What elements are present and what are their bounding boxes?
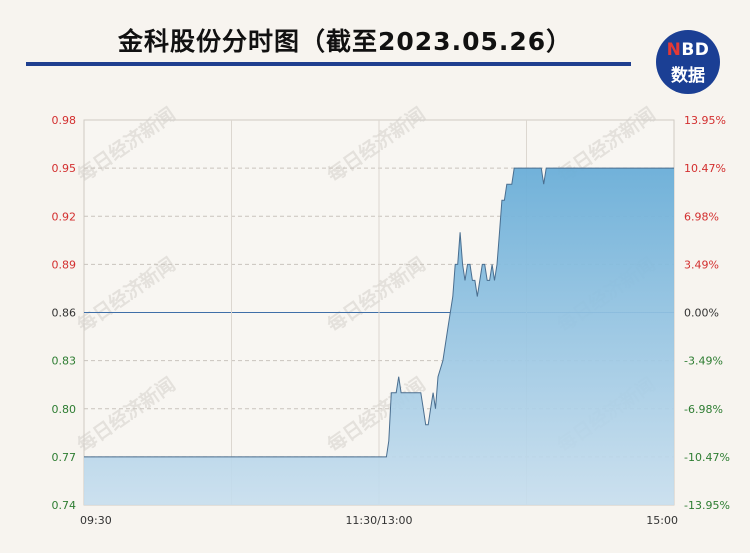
x-tick-label: 15:00	[646, 514, 678, 527]
y-axis-right: 13.95% 10.47% 6.98% 3.49% 0.00% -3.49% -6.98% -…	[684, 114, 730, 512]
y-tick-left: 0.95	[52, 162, 77, 175]
y-tick-right: 10.47%	[684, 162, 726, 175]
title-underline	[26, 62, 631, 66]
y-tick-left: 0.83	[52, 355, 77, 368]
page-title: 金科股份分时图（截至2023.05.26）	[118, 27, 573, 56]
y-tick-right: 6.98%	[684, 210, 719, 223]
y-tick-right: 3.49%	[684, 258, 719, 271]
x-tick-label: 09:30	[80, 514, 112, 527]
logo-letters-bd: BD	[681, 40, 710, 60]
price-series	[84, 167, 674, 505]
y-tick-left: 0.74	[52, 499, 77, 512]
price-area	[84, 168, 674, 505]
y-tick-right: 0.00%	[684, 307, 719, 320]
y-tick-left: 0.89	[52, 258, 77, 271]
y-tick-right: -3.49%	[684, 355, 723, 368]
logo-shuju: 数据	[671, 66, 705, 86]
y-tick-left: 0.80	[52, 403, 77, 416]
y-tick-right: -6.98%	[684, 403, 723, 416]
y-tick-left: 0.98	[52, 114, 77, 127]
x-tick-label: 11:30/13:00	[345, 514, 412, 527]
y-tick-right: 13.95%	[684, 114, 726, 127]
logo-letter-n: N	[666, 40, 682, 60]
y-tick-left: 0.86	[52, 307, 77, 320]
nbd-logo: NBD 数据	[656, 30, 720, 94]
y-tick-right: -13.95%	[684, 499, 730, 512]
y-tick-left: 0.77	[52, 451, 77, 464]
price-line	[84, 167, 674, 458]
x-axis: 09:30 11:30/13:00 15:00	[80, 514, 678, 527]
y-axis-left: 0.98 0.95 0.92 0.89 0.86 0.83 0.80 0.77 0.74	[52, 114, 77, 512]
y-tick-left: 0.92	[52, 210, 77, 223]
y-tick-right: -10.47%	[684, 451, 730, 464]
